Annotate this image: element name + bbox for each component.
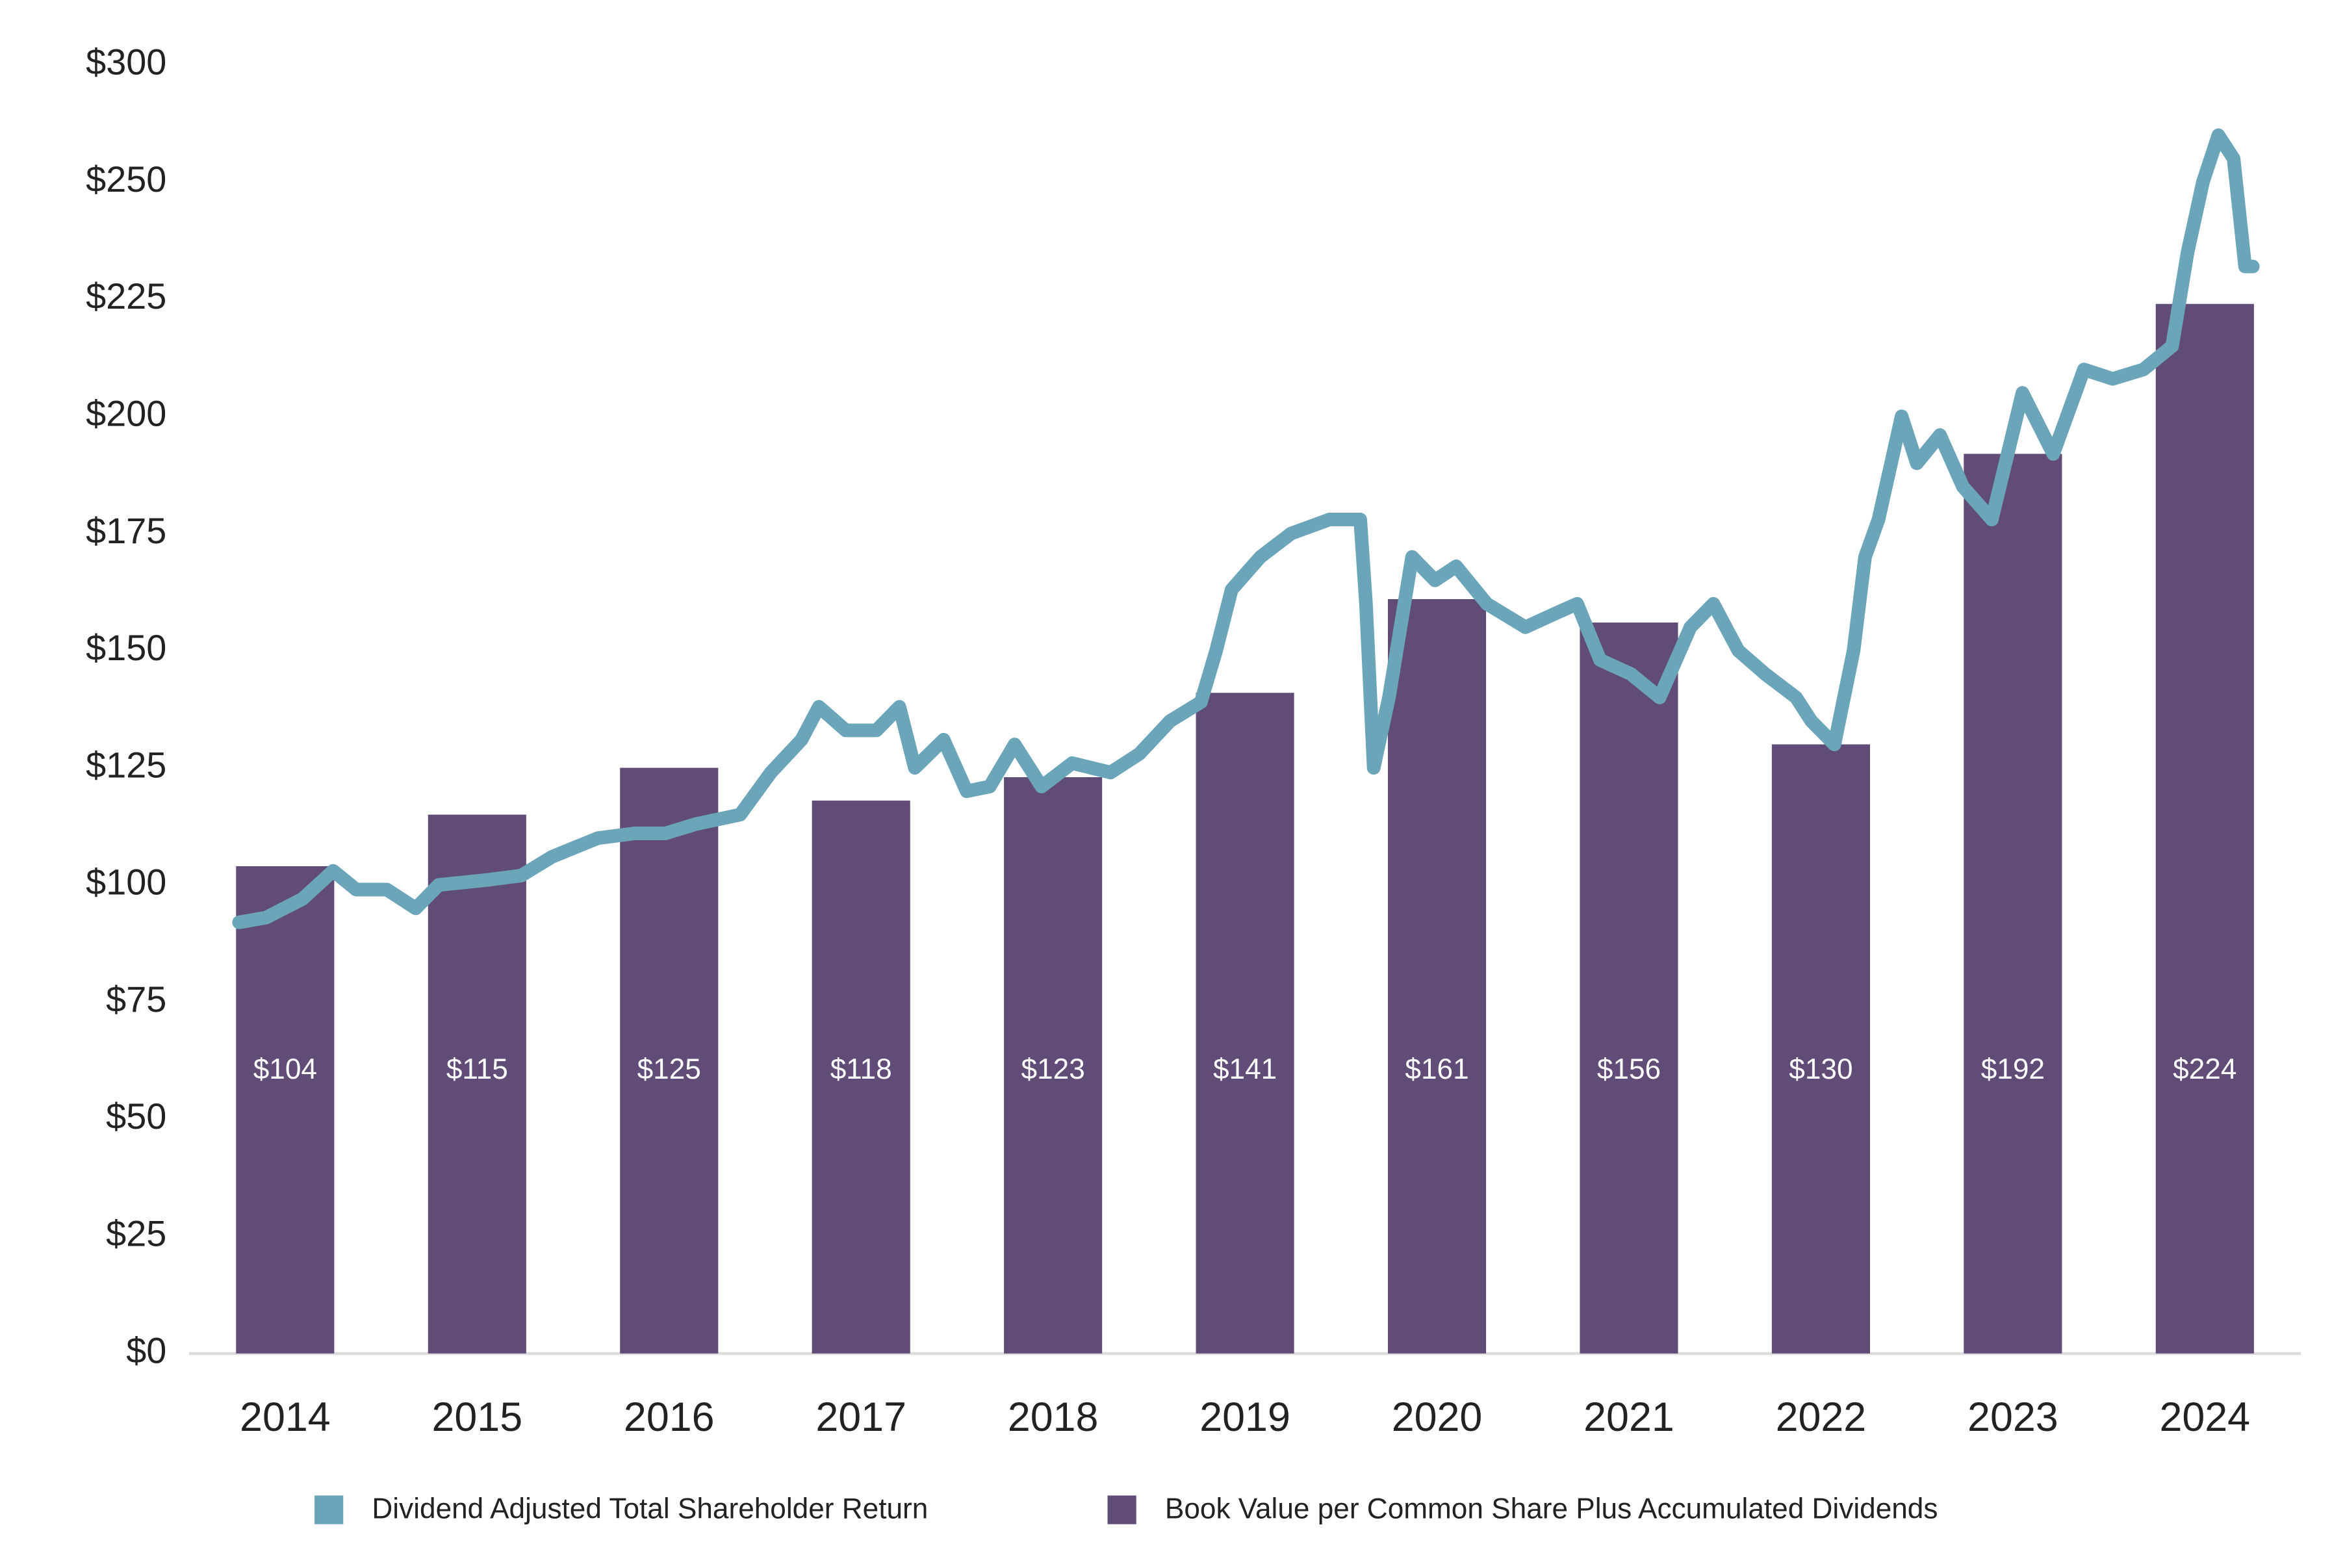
y-tick-label: $50	[106, 1096, 166, 1137]
bar	[236, 866, 335, 1354]
y-tick-label: $200	[86, 392, 166, 433]
bar-value-label: $118	[830, 1053, 892, 1085]
y-tick-label: $250	[86, 159, 166, 199]
x-tick-label: 2014	[240, 1394, 331, 1440]
x-tick-label: 2024	[2159, 1394, 2250, 1440]
y-tick-label: $300	[86, 42, 166, 83]
bar	[620, 767, 719, 1354]
bar	[1387, 598, 1487, 1354]
bar-value-label: $130	[1789, 1053, 1852, 1085]
bar-value-label: $156	[1597, 1053, 1661, 1085]
x-tick-label: 2022	[1776, 1394, 1867, 1440]
x-tick-label: 2018	[1008, 1394, 1099, 1440]
x-tick-label: 2016	[624, 1394, 715, 1440]
x-tick-label: 2015	[432, 1394, 523, 1440]
y-tick-label: $75	[106, 979, 166, 1020]
bar-value-label: $224	[2173, 1053, 2236, 1085]
bar	[1196, 693, 1294, 1354]
legend-label: Book Value per Common Share Plus Accumul…	[1165, 1493, 1938, 1524]
bar-value-label: $115	[446, 1053, 508, 1085]
bar	[2155, 303, 2254, 1354]
bar	[428, 814, 526, 1354]
y-tick-label: $25	[106, 1213, 166, 1253]
bar-value-label: $125	[637, 1053, 701, 1085]
x-tick-label: 2020	[1392, 1394, 1483, 1440]
x-tick-label: 2023	[1967, 1394, 2058, 1440]
bar	[812, 801, 910, 1354]
x-tick-label: 2019	[1199, 1394, 1290, 1440]
bar	[1771, 744, 1870, 1354]
line	[232, 128, 2260, 929]
y-tick-label: $175	[86, 510, 166, 551]
y-tick-label: $225	[86, 276, 166, 316]
bar	[1580, 623, 1678, 1354]
x-tick-label: 2017	[815, 1394, 906, 1440]
y-tick-label: $0	[126, 1330, 166, 1371]
legend-swatch	[1107, 1495, 1136, 1524]
legend-label: Dividend Adjusted Total Shareholder Retu…	[372, 1493, 928, 1524]
bar-value-label: $104	[253, 1053, 317, 1085]
y-tick-label: $150	[86, 627, 166, 668]
bar-value-label: $192	[1981, 1053, 2045, 1085]
bar-value-label: $123	[1021, 1053, 1085, 1085]
x-tick-label: 2021	[1583, 1394, 1674, 1440]
y-tick-label: $100	[86, 862, 166, 903]
y-tick-label: $125	[86, 744, 166, 785]
bar-value-label: $161	[1405, 1053, 1468, 1085]
bar	[1964, 454, 2062, 1354]
legend-swatch	[314, 1495, 344, 1524]
bar	[1004, 777, 1103, 1354]
bar-value-label: $141	[1213, 1053, 1277, 1085]
